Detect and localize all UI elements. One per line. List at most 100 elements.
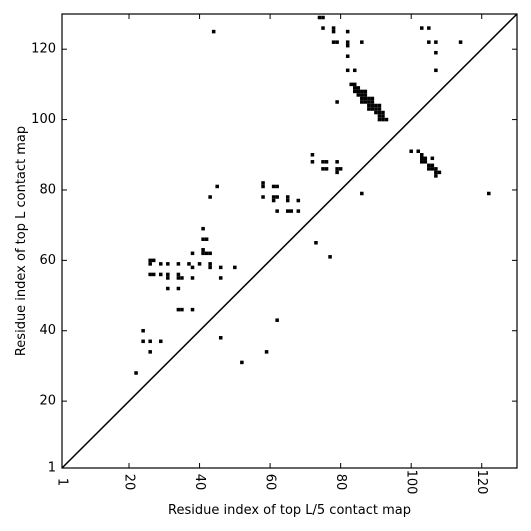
contact-point [430,163,435,168]
contact-point [331,26,336,30]
contact-point [367,103,371,108]
y-tick-label: 80 [39,182,56,197]
x-axis-title: Residue index of top L/5 contact map [168,503,411,518]
contact-point [176,276,181,280]
x-tick-label: 1 [55,478,70,486]
contact-point [356,93,361,97]
contact-point [314,241,318,245]
contact-point [275,318,279,322]
plot-area-border [61,13,518,469]
contact-point [367,96,371,101]
contact-point [335,100,339,104]
contact-point [352,89,357,94]
contact-point [370,96,375,101]
contact-point [158,272,163,277]
contact-point [275,209,279,213]
contact-point [151,258,156,263]
contact-point [487,191,491,196]
contact-point [434,174,438,178]
contact-point [148,262,152,266]
contact-point [321,15,325,20]
contact-point [275,184,279,189]
contact-point [360,100,364,104]
contact-point [176,262,181,266]
contact-point [208,251,212,256]
contact-point [310,160,315,164]
contact-point [367,107,371,111]
contact-point [381,110,385,115]
y-tick-label: 40 [39,323,56,338]
contact-point [377,114,382,118]
contact-point [345,43,350,48]
contact-point [377,110,382,115]
contact-point [197,262,202,266]
contact-point [264,350,269,354]
contact-point [352,86,357,90]
x-tick-label: 80 [333,474,348,491]
contact-point [430,167,435,171]
contact-point [201,248,205,252]
contact-point [176,307,181,312]
contact-point [352,82,357,87]
x-tick-label: 100 [404,470,419,495]
contact-point [427,163,431,168]
contact-point [434,40,438,44]
contact-point [285,198,290,203]
contact-point [204,237,209,241]
contact-point [377,107,382,111]
contact-point [427,40,431,44]
contact-point [296,209,301,213]
contact-point [218,265,223,270]
contact-point [345,68,350,73]
contact-point [363,89,368,94]
contact-point [335,40,339,44]
contact-point [271,184,276,189]
contact-point [201,226,205,231]
contact-point [261,181,265,185]
contact-point [321,26,325,30]
contact-point [271,195,276,199]
contact-point [409,149,413,154]
contact-point [180,276,184,280]
contact-point [211,29,216,34]
contact-point [360,89,364,94]
contact-point [208,265,212,270]
contact-point [345,29,350,34]
contact-point [437,170,442,175]
contact-point [233,265,237,270]
contact-point [374,110,378,115]
contact-point [190,251,195,256]
contact-point [360,40,364,44]
contact-point [328,255,332,259]
contact-point [430,156,435,161]
contact-point [285,209,290,213]
contact-point [148,258,152,263]
contact-point [321,167,325,171]
contact-point [275,195,279,199]
contact-point [356,86,361,90]
contact-point [434,170,438,175]
contact-point [458,40,463,44]
x-tick-label: 60 [263,474,278,491]
y-tick-label: 100 [31,112,56,127]
contact-point [363,100,368,104]
contact-point [158,339,163,344]
contact-point [204,251,209,256]
contact-point [240,360,244,365]
contact-point [166,262,170,266]
contact-point [208,195,212,199]
contact-point [151,272,156,277]
contact-point [381,117,385,122]
contact-point [374,107,378,111]
contact-point [420,160,424,164]
contact-point [324,160,329,164]
contact-point [352,68,357,73]
x-tick-label: 120 [474,470,489,495]
contact-point [218,336,223,340]
contact-point [423,160,428,164]
y-tick-label: 120 [31,42,56,57]
contact-point [324,167,329,171]
contact-point [148,339,152,344]
contact-point [261,184,265,189]
